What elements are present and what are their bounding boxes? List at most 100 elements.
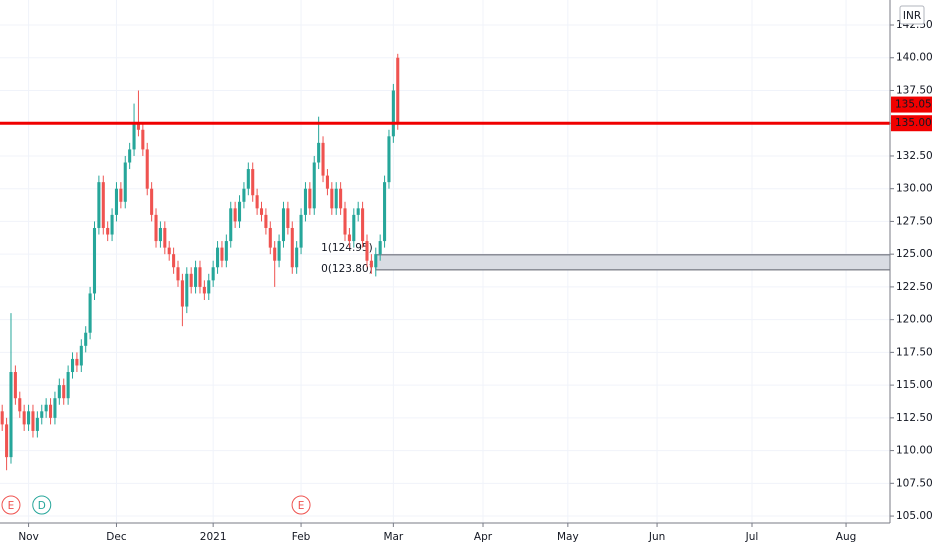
y-tick-label: 132.50 bbox=[896, 150, 932, 162]
candle-body bbox=[97, 182, 101, 228]
candle-body bbox=[136, 123, 140, 130]
candle-body bbox=[220, 247, 224, 261]
y-tick-label: 117.50 bbox=[896, 346, 932, 358]
y-tick-label: 112.50 bbox=[896, 412, 932, 424]
candle-body bbox=[255, 195, 259, 209]
candle-body bbox=[53, 398, 57, 418]
x-tick-label: Jun bbox=[648, 531, 665, 543]
candle-body bbox=[101, 182, 105, 228]
candle-body bbox=[259, 208, 264, 215]
x-tick-label: Jul bbox=[745, 531, 759, 543]
candle-body bbox=[216, 247, 220, 268]
candle-body bbox=[27, 411, 31, 425]
candle-body bbox=[264, 214, 268, 228]
x-tick-label: Dec bbox=[106, 531, 127, 543]
candle-body bbox=[202, 286, 206, 294]
candle-body bbox=[317, 142, 321, 163]
candle-body bbox=[154, 214, 158, 242]
y-tick-label: 115.00 bbox=[896, 379, 932, 391]
candle-body bbox=[88, 293, 92, 333]
candle-body bbox=[66, 372, 70, 399]
x-tick-label: May bbox=[557, 531, 579, 543]
candle-body bbox=[44, 404, 48, 412]
candle-body bbox=[13, 372, 17, 399]
candle-body bbox=[374, 254, 378, 268]
candle-body bbox=[75, 358, 79, 366]
candle-body bbox=[176, 267, 180, 281]
candle-body bbox=[79, 345, 83, 366]
candle-body bbox=[352, 214, 356, 242]
candle-body bbox=[0, 411, 4, 425]
candle-body bbox=[356, 208, 360, 215]
y-tick-label: 137.50 bbox=[896, 84, 932, 96]
y-tick-label: 130.00 bbox=[896, 183, 932, 195]
candle-body bbox=[308, 188, 312, 209]
x-tick-label: Feb bbox=[292, 531, 311, 543]
candle-body bbox=[163, 227, 167, 248]
x-tick-label: Mar bbox=[383, 531, 403, 543]
candle-body bbox=[123, 162, 127, 202]
candle-body bbox=[167, 247, 171, 255]
event-marker bbox=[1, 495, 21, 515]
y-tick-label: 107.50 bbox=[896, 477, 932, 489]
candle-body bbox=[277, 241, 281, 261]
candle-body bbox=[158, 227, 162, 242]
candle-body bbox=[185, 273, 189, 307]
x-tick-label: Apr bbox=[474, 531, 493, 543]
candle-body bbox=[211, 267, 215, 281]
candle-body bbox=[387, 136, 391, 183]
candle-body bbox=[365, 241, 369, 261]
axes: 105.00 107.50 110.00 112.50 115.00 117.50 120.… bbox=[18, 19, 932, 543]
candle-body bbox=[207, 280, 211, 294]
price-label-box bbox=[891, 115, 932, 132]
x-tick-label: Nov bbox=[18, 531, 39, 543]
candle-body bbox=[242, 188, 246, 202]
y-tick-label: 110.00 bbox=[896, 445, 932, 457]
candle-body bbox=[268, 227, 272, 248]
candle-body bbox=[9, 372, 13, 458]
event-marker bbox=[32, 495, 52, 515]
currency-label: INR bbox=[903, 10, 921, 22]
y-tick-label: 105.00 bbox=[896, 510, 932, 522]
candle-body bbox=[299, 214, 303, 248]
candle-body bbox=[198, 267, 202, 287]
candle-body bbox=[391, 90, 395, 137]
candle-body bbox=[229, 208, 233, 242]
candle-body bbox=[119, 188, 123, 202]
y-tick-label: 122.50 bbox=[896, 281, 932, 293]
candle-body bbox=[286, 208, 290, 228]
price-label-box bbox=[891, 96, 932, 113]
candle-body bbox=[383, 182, 387, 242]
zone-label: 0(123.80) bbox=[321, 263, 373, 275]
x-tick-label: 2021 bbox=[200, 531, 227, 543]
candle-body bbox=[31, 411, 35, 431]
candle-body bbox=[334, 188, 338, 209]
candle-body bbox=[49, 404, 53, 418]
candle-body bbox=[237, 201, 242, 222]
candle-body bbox=[321, 142, 325, 176]
candle-body bbox=[330, 188, 334, 209]
plot: 1(124.95) 0(123.80) E D E bbox=[0, 53, 891, 515]
candle-body bbox=[325, 175, 329, 189]
y-tick-label: 140.00 bbox=[896, 52, 932, 64]
price-zone bbox=[375, 254, 891, 271]
candle-body bbox=[343, 208, 347, 235]
candle-body bbox=[347, 234, 351, 242]
candle-body bbox=[339, 188, 343, 209]
candle-body bbox=[224, 241, 228, 261]
candle-body bbox=[110, 214, 114, 235]
candle-body bbox=[251, 169, 255, 196]
candle-body bbox=[361, 208, 365, 242]
event-label: E bbox=[8, 500, 15, 512]
candle-body bbox=[189, 273, 193, 287]
candle-body bbox=[290, 227, 294, 268]
price-label: 135.00 bbox=[895, 117, 932, 129]
candle-body bbox=[57, 385, 61, 399]
candle-body bbox=[128, 149, 132, 163]
candle-body bbox=[396, 57, 400, 124]
candle-body bbox=[106, 227, 110, 235]
candle-body bbox=[312, 162, 316, 209]
event-marker bbox=[291, 495, 311, 515]
price-label: 135.05 bbox=[895, 99, 932, 111]
